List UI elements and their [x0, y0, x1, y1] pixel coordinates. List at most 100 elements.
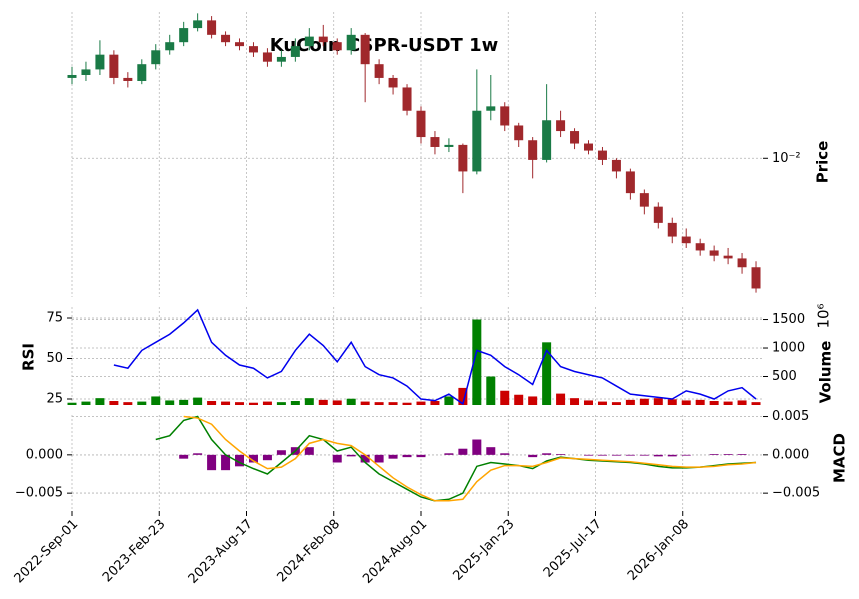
- volume-bar: [472, 319, 482, 405]
- rsi-tick-label: 50: [46, 351, 63, 366]
- volume-bar: [444, 396, 454, 405]
- candle-body: [737, 258, 747, 268]
- candle-body: [625, 171, 635, 194]
- macd-histogram-bar: [221, 454, 231, 471]
- macd-histogram-bar: [346, 454, 356, 457]
- volume-bar: [360, 401, 370, 405]
- candle-body: [360, 34, 370, 65]
- candle-body: [318, 36, 328, 43]
- candle-body: [584, 143, 594, 151]
- volume-bar: [570, 398, 580, 405]
- candle-body: [611, 159, 621, 172]
- candle-body: [67, 74, 77, 78]
- macd-histogram-bar: [262, 454, 272, 461]
- candle-body: [402, 87, 412, 111]
- candle-body: [597, 150, 607, 160]
- volume-bar: [67, 402, 77, 405]
- volume-bar: [388, 402, 398, 405]
- macd-histogram-bar: [597, 454, 607, 456]
- candle-body: [542, 120, 552, 160]
- volume-bar: [542, 342, 552, 405]
- volume-bar: [137, 401, 147, 405]
- candle-body: [458, 144, 468, 172]
- candle-body: [528, 140, 538, 160]
- volume-bar: [584, 400, 594, 405]
- volume-bar: [500, 390, 510, 405]
- candle-body: [653, 206, 663, 223]
- volume-bar: [81, 401, 91, 405]
- rsi-tick-label: 75: [46, 311, 63, 326]
- volume-bar: [332, 400, 342, 405]
- volume-bar: [723, 401, 733, 405]
- volume-bar: [667, 399, 677, 405]
- candle-body: [81, 69, 91, 75]
- volume-bar: [123, 402, 133, 405]
- candle-body: [751, 267, 761, 289]
- macd-histogram-bar: [528, 454, 538, 458]
- volume-bar: [221, 401, 231, 405]
- macd-line: [155, 415, 757, 502]
- macd-histogram-bar: [556, 454, 566, 455]
- x-tick-label: 2025-Jul-17: [541, 517, 605, 581]
- x-tick-label: 2023-Aug-17: [186, 517, 256, 587]
- macd-histogram-bar: [444, 453, 454, 455]
- macd-histogram-bar: [625, 454, 635, 456]
- candle-body: [95, 54, 105, 70]
- candle-body: [709, 250, 719, 256]
- candle-body: [137, 64, 147, 81]
- candle-body: [388, 77, 398, 88]
- volume-bar: [402, 402, 412, 405]
- volume-bar: [95, 398, 105, 405]
- macd-histogram-bar: [248, 454, 258, 463]
- volume-bar: [109, 401, 119, 405]
- volume-bar: [556, 393, 566, 405]
- x-tick-label: 2024-Aug-01: [360, 517, 430, 587]
- candle-body: [151, 50, 161, 65]
- volume-bar: [165, 400, 175, 405]
- volume-bar: [304, 398, 314, 405]
- x-tick-label: 2022-Sep-01: [12, 517, 82, 587]
- volume-bar: [681, 400, 691, 405]
- candle-body: [221, 34, 231, 43]
- macd-histogram-bar: [486, 447, 496, 455]
- volume-bar: [528, 396, 538, 405]
- macd-histogram-bar: [611, 454, 621, 456]
- macd-right-tick-label: −0.005: [772, 486, 820, 501]
- volume-tick-label: 500: [772, 369, 797, 384]
- macd-histogram-bar: [500, 453, 510, 455]
- candle-body: [514, 125, 524, 141]
- macd-right-tick-label: 0.005: [772, 409, 809, 424]
- candle-body: [179, 28, 189, 43]
- candle-body: [304, 36, 314, 47]
- macd-histogram-bar: [207, 454, 217, 471]
- volume-offset: 10⁶: [815, 303, 833, 328]
- macd-histogram-bar: [360, 454, 370, 463]
- macd-histogram-bar: [416, 454, 426, 458]
- macd-histogram-bar: [179, 454, 189, 459]
- macd-right-tick-label: 0.000: [772, 447, 809, 462]
- volume-bar: [458, 387, 468, 405]
- candle-body: [430, 137, 440, 147]
- rsi-line: [113, 308, 757, 406]
- x-tick-label: 2026-Jan-08: [625, 517, 692, 584]
- volume-bar: [611, 402, 621, 405]
- volume-bar: [639, 398, 649, 405]
- candle-body: [332, 42, 342, 51]
- price-tick-label: 10⁻²: [772, 151, 801, 166]
- candle-body: [695, 243, 705, 251]
- price-label: Price: [814, 141, 832, 184]
- candle-body: [639, 193, 649, 207]
- volume-bar: [597, 401, 607, 405]
- candle-body: [681, 236, 691, 244]
- macd-label: MACD: [831, 433, 849, 483]
- chart-title: KuCoin CSPR-USDT 1w: [270, 35, 499, 56]
- candle-body: [667, 222, 677, 237]
- candle-body: [262, 52, 272, 62]
- volume-bar: [695, 399, 705, 405]
- volume-label: Volume: [817, 341, 835, 404]
- candle-body: [444, 144, 454, 147]
- macd-histogram-bar: [374, 454, 384, 463]
- macd-histogram-bar: [681, 454, 691, 456]
- macd-histogram-bar: [402, 454, 412, 458]
